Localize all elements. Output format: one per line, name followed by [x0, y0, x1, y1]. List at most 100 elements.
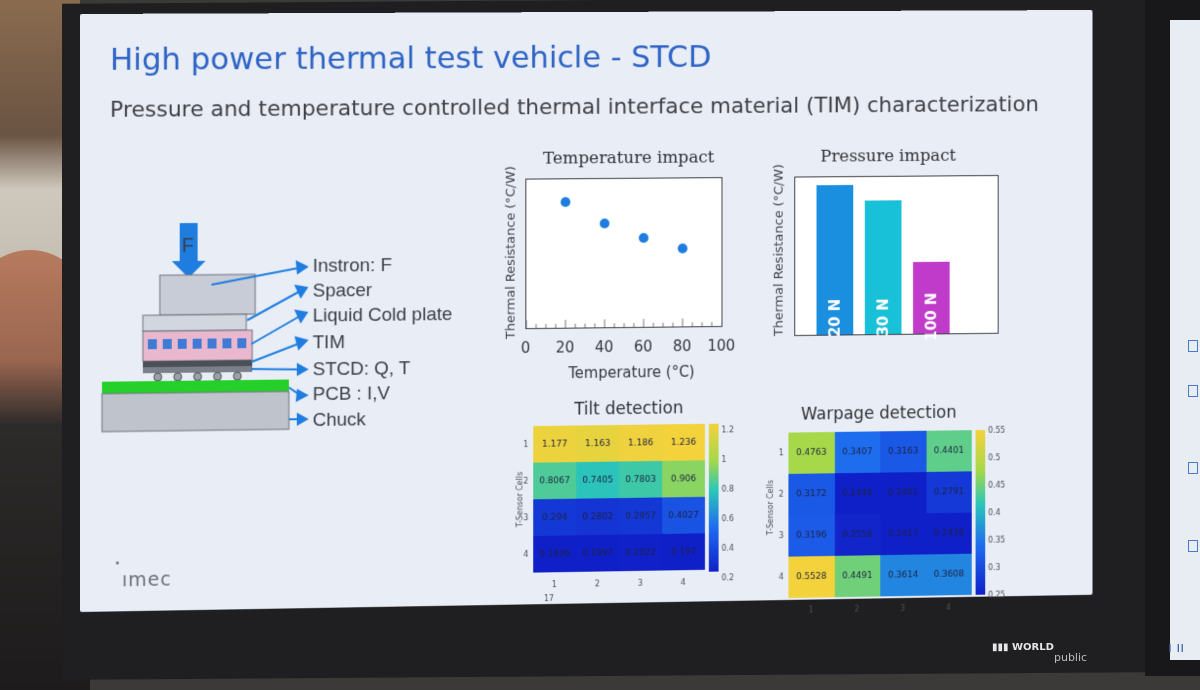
colorbar-tick: 0.2: [721, 573, 733, 582]
colorbar-tick: 0.6: [721, 514, 733, 523]
instron-block: [160, 274, 255, 315]
heatmap-cell: 0.2417: [880, 513, 926, 555]
colorbar-tick: 0.25: [988, 590, 1005, 599]
temperature-chart-xlabel: Temperature (°C): [568, 363, 694, 382]
stack-label-stcd: STCD: Q, T: [313, 358, 411, 381]
heatmap-cell: 0.3614: [880, 554, 926, 596]
heatmap-col-label: 3: [900, 604, 905, 613]
heatmap-cell: 0.4763: [788, 432, 834, 474]
heatmap-cell: 0.4491: [834, 555, 880, 597]
temperature-data-point: [639, 233, 649, 243]
tim-layer: [143, 360, 252, 367]
spacer-block: [143, 314, 246, 331]
right-screen-logo: ı ıı: [1168, 640, 1184, 656]
heatmap-cell: 0.2022: [619, 534, 662, 571]
heatmap-row-label: 2: [523, 476, 528, 485]
temperature-data-point: [678, 244, 688, 254]
temperature-x-tick: 40: [595, 338, 614, 356]
tilt-heatmap: 1.1771.1631.1861.2360.80670.74050.78030.…: [533, 424, 705, 573]
watermark-bars-icon: ▮▮▮: [992, 642, 1012, 653]
pressure-bar: 20 N: [817, 185, 854, 335]
heatmap-col-label: 1: [809, 605, 814, 614]
stack-label-cold-plate: Liquid Cold plate: [313, 304, 453, 327]
heatmap-row-label: 3: [523, 513, 528, 522]
heatmap-cell: 0.2556: [834, 514, 880, 556]
stack-label-spacer: Spacer: [313, 280, 372, 302]
temperature-x-tick: 80: [673, 337, 692, 355]
heatmap-cell: 0.8067: [533, 462, 576, 499]
heatmap-cell: 1.177: [533, 426, 576, 463]
warpage-heatmap-title: Warpage detection: [801, 403, 957, 425]
warpage-heatmap-ylabel: T-Sensor Cells: [766, 480, 775, 535]
heatmap-cell: 0.2401: [880, 472, 926, 514]
heatmap-cell: 0.3196: [788, 515, 834, 557]
brand-dot: [116, 561, 119, 564]
colorbar-tick: 0.4: [721, 544, 733, 553]
stack-label-tim: TIM: [313, 332, 345, 354]
heatmap-col-label: 2: [595, 579, 600, 588]
colorbar-tick: 0.4: [988, 508, 1000, 517]
temperature-minor-ticks: [526, 178, 721, 328]
heatmap-cell: 0.3407: [834, 431, 880, 473]
tilt-heatmap-title: Tilt detection: [574, 398, 683, 419]
stack-label-chuck: Chuck: [313, 409, 366, 432]
tilt-colorbar: [709, 424, 719, 572]
heatmap-cell: 1.163: [576, 425, 619, 462]
temperature-data-point: [600, 218, 610, 228]
watermark-logo: ▮▮▮ WORLD: [992, 642, 1054, 653]
chuck-block: [102, 391, 289, 431]
solder-balls: [154, 372, 241, 381]
pressure-bar: 30 N: [865, 201, 902, 335]
heatmap-col-label: 4: [681, 578, 686, 587]
warpage-heatmap: 0.47630.34070.31630.44010.31720.24460.24…: [788, 430, 971, 598]
stack-label-pcb: PCB : I,V: [313, 383, 390, 406]
temperature-x-tick: 20: [556, 338, 575, 356]
colorbar-tick: 1.2: [721, 425, 733, 434]
temperature-chart-ylabel: Thermal Resistance (°C/W): [504, 166, 519, 339]
heatmap-cell: 1.186: [619, 424, 662, 461]
heatmap-col-label: 2: [854, 605, 859, 614]
heatmap-cell: 0.7803: [619, 461, 662, 498]
pressure-bar-label: 30 N: [874, 298, 891, 336]
temperature-x-tick: 100: [707, 337, 735, 355]
heatmap-row-label: 4: [779, 572, 784, 581]
heatmap-cell: 0.294: [533, 499, 576, 536]
tilt-extra-label: 17: [544, 594, 554, 603]
heatmap-cell: 0.7405: [576, 462, 619, 499]
heatmap-cell: 0.2802: [576, 498, 619, 535]
colorbar-tick: 0.3: [988, 563, 1000, 572]
colorbar-tick: 0.5: [988, 453, 1000, 462]
heatmap-row-label: 1: [779, 448, 784, 457]
heatmap-col-label: 1: [552, 580, 557, 589]
force-label: F: [182, 235, 194, 258]
heatmap-cell: 0.906: [662, 460, 705, 497]
temperature-chart-title: Temperature impact: [543, 148, 714, 169]
right-screen-checkbox: [1188, 340, 1198, 352]
pressure-bar-label: 20 N: [826, 299, 843, 337]
watermark-text: WORLD: [1012, 642, 1054, 653]
heatmap-cell: 0.2791: [926, 471, 972, 513]
pressure-chart-title: Pressure impact: [820, 146, 956, 167]
colorbar-tick: 1: [721, 455, 726, 464]
colorbar-tick: 0.45: [988, 481, 1005, 490]
heatmap-cell: 1.236: [662, 424, 705, 461]
heatmap-cell: 0.1836: [533, 535, 576, 572]
temperature-x-tick: 60: [634, 338, 653, 356]
heatmap-cell: 0.4401: [926, 430, 972, 472]
pressure-bar-label: 100 N: [923, 293, 940, 341]
warpage-colorbar: [976, 430, 986, 595]
heatmap-cell: 0.197: [662, 533, 705, 570]
temperature-plot-area: [525, 177, 722, 329]
colorbar-tick: 0.35: [988, 536, 1005, 545]
presentation-slide: High power thermal test vehicle - STCD P…: [80, 10, 1092, 612]
colorbar-tick: 0.55: [988, 426, 1005, 435]
heatmap-cell: 0.2957: [619, 497, 662, 534]
heatmap-col-label: 4: [946, 603, 951, 612]
right-screen-checkbox: [1188, 540, 1198, 552]
pressure-chart-ylabel: Thermal Resistance (°C/W): [772, 164, 787, 336]
right-screen-checkbox: [1188, 462, 1198, 474]
heatmap-cell: 0.2446: [834, 473, 880, 515]
temperature-x-tick: 0: [521, 339, 530, 357]
heatmap-cell: 0.3172: [788, 473, 834, 515]
heatmap-col-label: 3: [638, 579, 643, 588]
